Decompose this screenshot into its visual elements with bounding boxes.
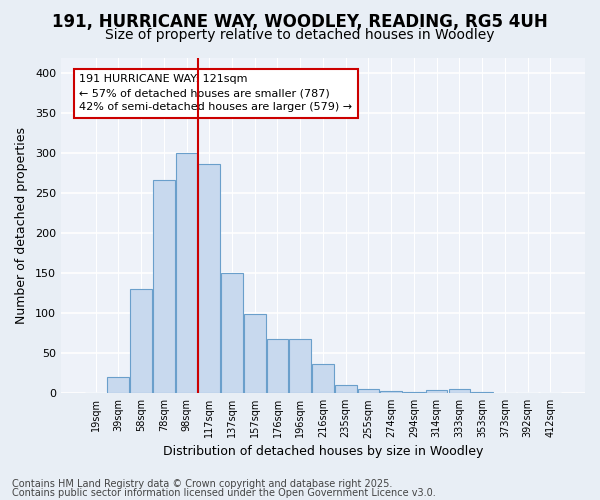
Bar [266,339,288,393]
Bar [403,392,425,393]
Bar [244,314,266,393]
Bar [130,290,152,393]
Bar [426,390,448,393]
Bar [176,154,197,393]
Text: 191, HURRICANE WAY, WOODLEY, READING, RG5 4UH: 191, HURRICANE WAY, WOODLEY, READING, RG… [52,12,548,30]
Bar [107,377,129,393]
Bar [221,274,243,393]
Y-axis label: Number of detached properties: Number of detached properties [15,127,28,324]
Text: Contains public sector information licensed under the Open Government Licence v3: Contains public sector information licen… [12,488,436,498]
Bar [358,389,379,393]
Bar [289,339,311,393]
Bar [472,392,493,393]
Bar [312,364,334,393]
Bar [153,180,175,393]
Text: Contains HM Land Registry data © Crown copyright and database right 2025.: Contains HM Land Registry data © Crown c… [12,479,392,489]
Bar [335,385,356,393]
Bar [449,389,470,393]
X-axis label: Distribution of detached houses by size in Woodley: Distribution of detached houses by size … [163,444,483,458]
Bar [199,164,220,393]
Text: 191 HURRICANE WAY: 121sqm
← 57% of detached houses are smaller (787)
42% of semi: 191 HURRICANE WAY: 121sqm ← 57% of detac… [79,74,352,112]
Text: Size of property relative to detached houses in Woodley: Size of property relative to detached ho… [105,28,495,42]
Bar [380,391,402,393]
